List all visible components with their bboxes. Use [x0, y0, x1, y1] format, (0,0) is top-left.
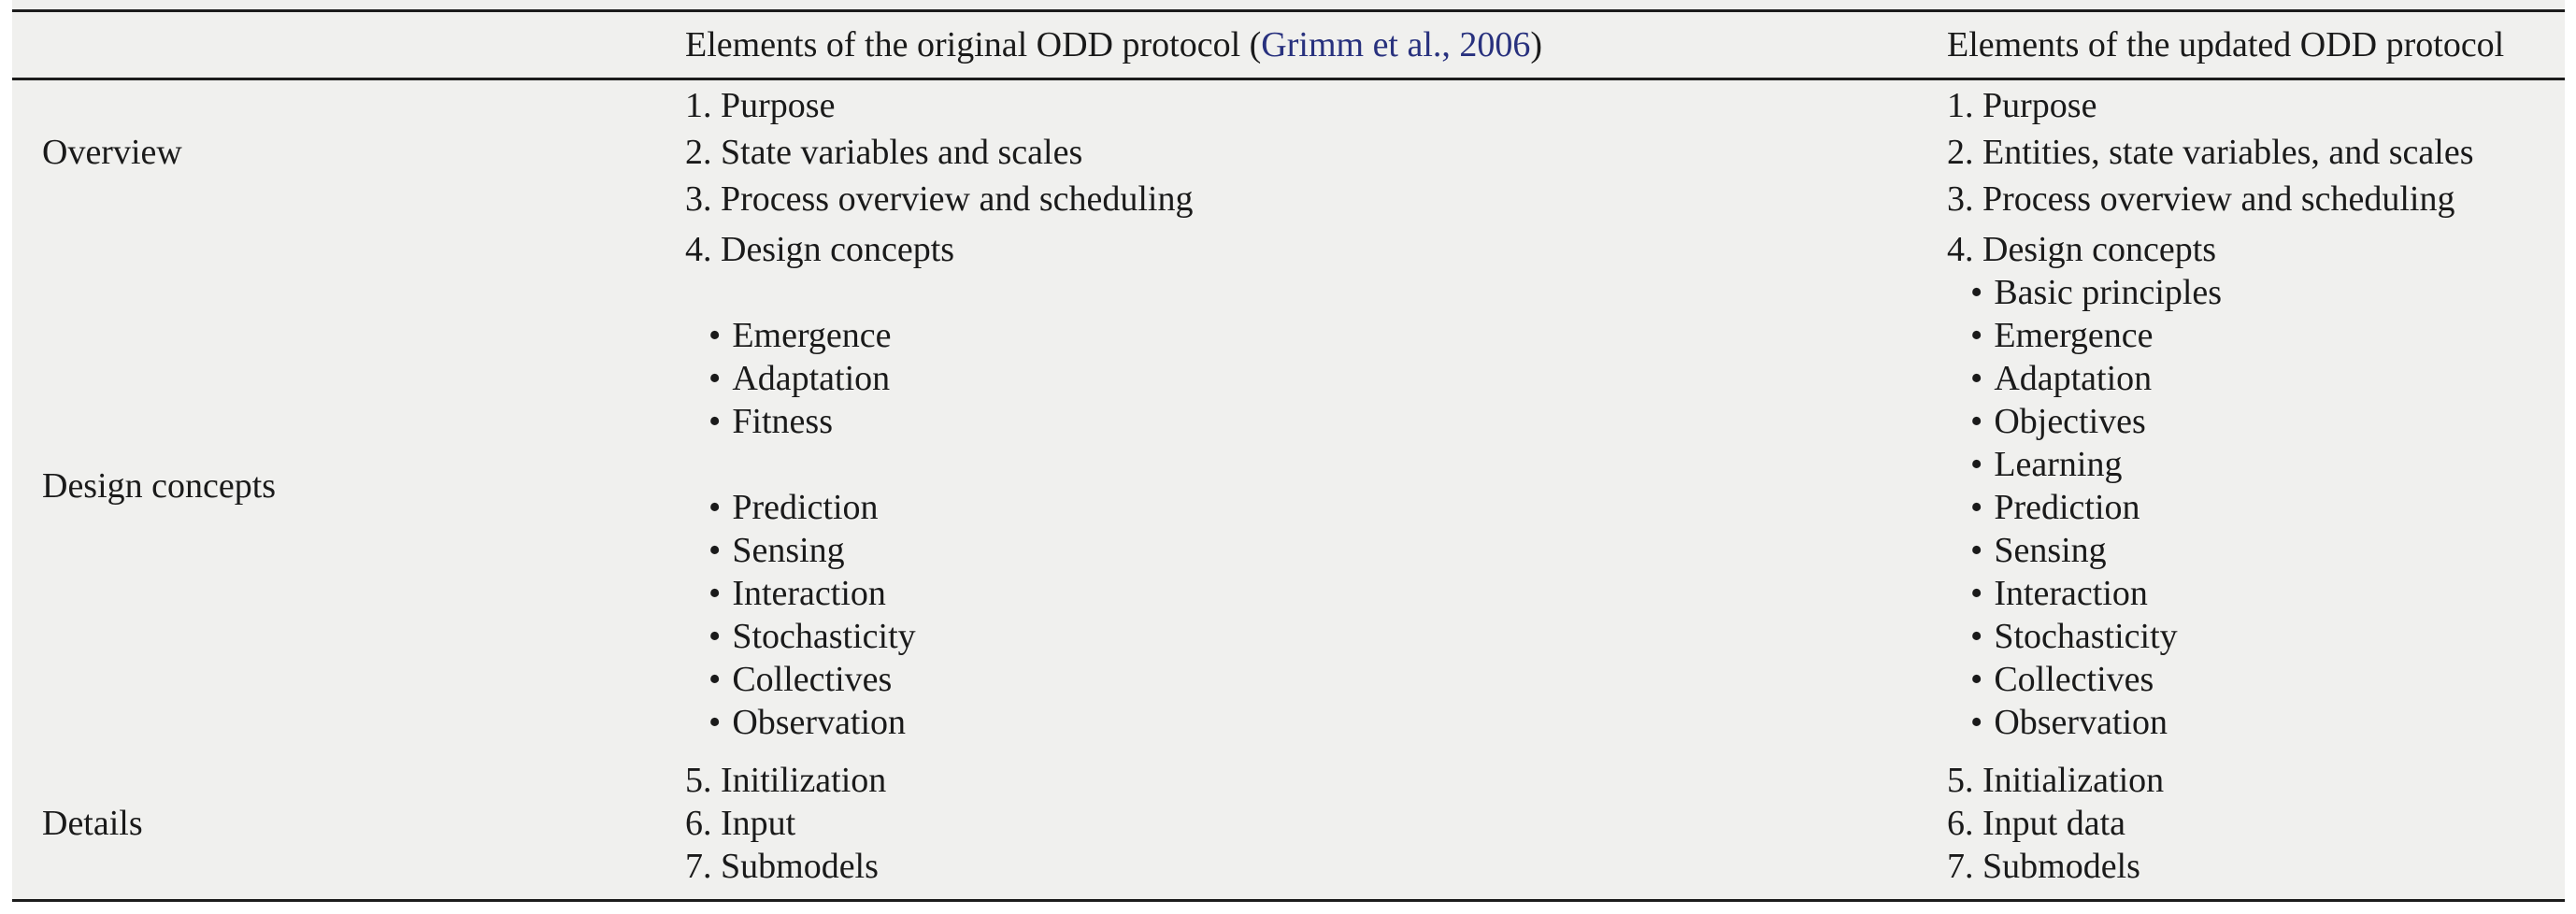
table-row-details: Details 5. Initilization 6. Input 7. Sub…	[12, 744, 2565, 901]
list-item: • Prediction	[685, 486, 1947, 529]
list-item-text: Adaptation	[732, 359, 891, 398]
list-item: 2. State variables and scales	[685, 133, 1083, 172]
list-item-text: Observation	[1994, 703, 2168, 742]
list-item-text: Emergence	[1994, 316, 2154, 355]
list-item: 3. Process overview and scheduling	[685, 179, 1194, 219]
list-item-text: Collectives	[1994, 660, 2154, 699]
row-label-overview: Overview	[42, 133, 182, 172]
table-row-design-concepts: Design concepts 4. Design concepts • Emer…	[12, 228, 2565, 744]
bullet-icon: •	[708, 402, 722, 441]
list-item: 2. Entities, state variables, and scales	[1947, 133, 2474, 172]
list-item: • Sensing	[685, 529, 1947, 572]
list-item: • Adaptation	[1947, 357, 2565, 400]
list-item: 1. Purpose	[1947, 86, 2097, 125]
list-item-text: Prediction	[732, 488, 879, 527]
list-item: • Stochasticity	[1947, 615, 2565, 658]
list-item: • Observation	[685, 701, 1947, 744]
table-panel: Elements of the original ODD protocol (G…	[12, 0, 2565, 902]
details-updated-cell: 5. Initialization 6. Input data 7. Submo…	[1947, 744, 2565, 901]
bullet-icon: •	[1970, 617, 1983, 656]
design-updated-cell: 4. Design concepts • Basic principles • Em…	[1947, 228, 2565, 744]
list-item: • Adaptation	[685, 357, 1947, 400]
list-item-text: Stochasticity	[732, 617, 916, 656]
list-item-text: Fitness	[732, 402, 834, 441]
bullet-icon: •	[708, 660, 722, 699]
list-item-text: Objectives	[1994, 402, 2146, 441]
list-item: • Observation	[1947, 701, 2565, 744]
list-item-text: Learning	[1994, 445, 2123, 484]
header-empty-cell	[12, 10, 685, 80]
table-row-overview: Overview 1. Purpose 2. State variables a…	[12, 79, 2565, 229]
list-item: 7. Submodels	[1947, 847, 2140, 886]
list-item-text: Interaction	[732, 574, 886, 613]
bullet-icon: •	[708, 359, 722, 398]
list-item: 4. Design concepts	[1947, 230, 2217, 269]
list-item-text: Adaptation	[1994, 359, 2153, 398]
header-original-prefix: Elements of the original ODD protocol (	[685, 25, 1262, 64]
bullet-icon: •	[708, 617, 722, 656]
table-header-row: Elements of the original ODD protocol (G…	[12, 10, 2565, 80]
row-label-details: Details	[42, 804, 143, 843]
list-item: 6. Input	[685, 804, 796, 843]
header-updated-protocol: Elements of the updated ODD protocol	[1947, 10, 2565, 80]
row-label-design-concepts: Design concepts	[42, 466, 277, 506]
list-item: • Fitness	[685, 400, 1947, 443]
list-item: • Basic principles	[1947, 271, 2565, 314]
list-item: 4. Design concepts	[685, 230, 955, 269]
header-original-suffix: )	[1530, 25, 1543, 64]
list-item-text: Emergence	[732, 316, 892, 355]
list-item: 1. Purpose	[685, 86, 836, 125]
list-item: • Interaction	[685, 572, 1947, 615]
list-item-text: Sensing	[732, 531, 845, 570]
bullet-icon: •	[1970, 703, 1983, 742]
list-item: • Emergence	[1947, 314, 2565, 357]
list-item: • Learning	[1947, 443, 2565, 486]
bullet-icon: •	[1970, 660, 1983, 699]
list-item: 5. Initialization	[1947, 761, 2165, 800]
bullet-icon: •	[1970, 402, 1983, 441]
bullet-icon: •	[1970, 273, 1983, 312]
list-item: 6. Input data	[1947, 804, 2126, 843]
bullet-icon: •	[708, 531, 722, 570]
list-item-text: Observation	[732, 703, 907, 742]
list-item: 5. Initilization	[685, 761, 887, 800]
list-item-text: Collectives	[732, 660, 893, 699]
bullet-icon: •	[708, 488, 722, 527]
blank-line	[685, 443, 1947, 486]
overview-original-cell: 1. Purpose 2. State variables and scales…	[685, 79, 1947, 229]
list-item: • Stochasticity	[685, 615, 1947, 658]
bullet-icon: •	[1970, 316, 1983, 355]
bullet-icon: •	[1970, 488, 1983, 527]
citation-link-grimm-2006[interactable]: Grimm et al., 2006	[1261, 25, 1531, 64]
list-item: • Emergence	[685, 314, 1947, 357]
overview-updated-cell: 1. Purpose 2. Entities, state variables,…	[1947, 79, 2565, 229]
list-item: • Sensing	[1947, 529, 2565, 572]
bullet-icon: •	[1970, 574, 1983, 613]
list-item: 7. Submodels	[685, 847, 879, 886]
bullet-icon: •	[708, 316, 722, 355]
header-original-protocol: Elements of the original ODD protocol (G…	[685, 10, 1947, 80]
list-item-text: Prediction	[1994, 488, 2140, 527]
bullet-icon: •	[708, 703, 722, 742]
list-item: • Prediction	[1947, 486, 2565, 529]
details-original-cell: 5. Initilization 6. Input 7. Submodels	[685, 744, 1947, 901]
list-item: • Objectives	[1947, 400, 2565, 443]
list-item: • Interaction	[1947, 572, 2565, 615]
list-item-text: Stochasticity	[1994, 617, 2178, 656]
list-item: • Collectives	[685, 658, 1947, 701]
odd-protocol-comparison-table: Elements of the original ODD protocol (G…	[12, 9, 2565, 902]
bullet-icon: •	[1970, 531, 1983, 570]
bullet-icon: •	[708, 574, 722, 613]
bullet-icon: •	[1970, 445, 1983, 484]
bullet-icon: •	[1970, 359, 1983, 398]
design-original-cell: 4. Design concepts • Emergence • Adaptatio…	[685, 228, 1947, 744]
list-item-text: Basic principles	[1994, 273, 2223, 312]
list-item-text: Sensing	[1994, 531, 2107, 570]
list-item: • Collectives	[1947, 658, 2565, 701]
list-item: 3. Process overview and scheduling	[1947, 179, 2455, 219]
blank-line	[685, 271, 1947, 314]
list-item-text: Interaction	[1994, 574, 2148, 613]
